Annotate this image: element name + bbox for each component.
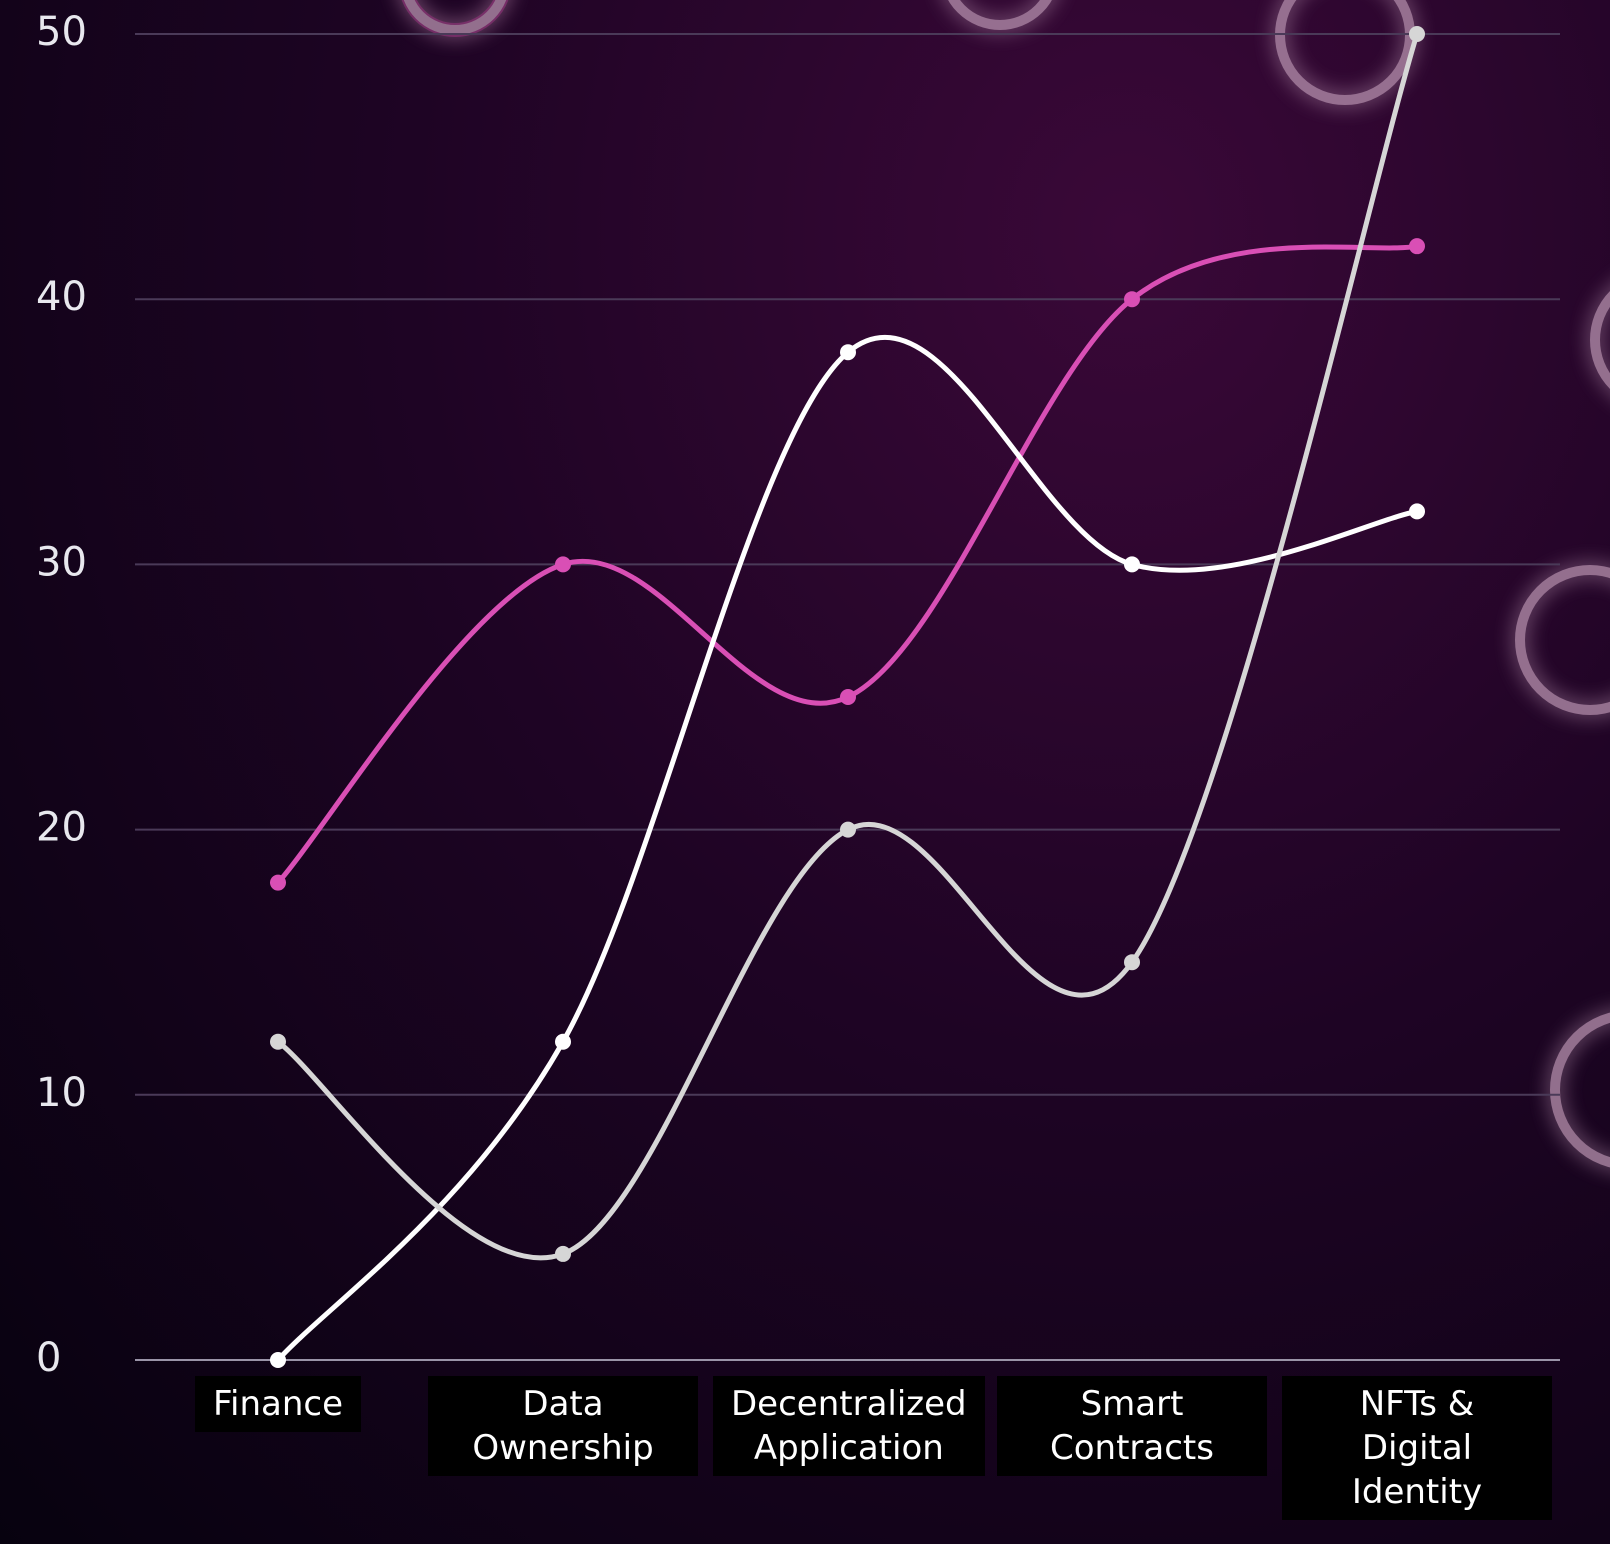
y-tick-label: 20 xyxy=(36,805,87,851)
x-tick-label: Decentralized Application xyxy=(713,1376,985,1476)
x-tick-label: Smart Contracts xyxy=(997,1376,1267,1476)
x-tick-label: Finance xyxy=(194,1376,362,1432)
data-point xyxy=(840,821,856,838)
grid: 0 10 20 30 40 50 xyxy=(36,9,1560,1381)
x-tick-label-box: NFTs & Digital Identity xyxy=(1282,1376,1552,1520)
x-tick-label-box: Finance xyxy=(143,1376,413,1432)
data-point xyxy=(270,1352,286,1368)
decoration xyxy=(401,0,1610,1168)
y-tick-label: 50 xyxy=(36,9,87,55)
y-tick-label: 40 xyxy=(36,274,87,320)
series-group xyxy=(270,26,1425,1368)
data-point xyxy=(1124,556,1140,573)
data-point xyxy=(270,874,286,891)
data-point xyxy=(555,1245,571,1262)
data-point xyxy=(1124,291,1140,308)
x-tick-label-box: Data Ownership xyxy=(428,1376,698,1476)
data-point xyxy=(555,556,571,573)
y-tick-label: 10 xyxy=(36,1070,87,1116)
series-line xyxy=(276,33,1420,1261)
data-point xyxy=(1124,954,1140,971)
data-point xyxy=(555,1033,571,1050)
x-tick-label: Data Ownership xyxy=(428,1376,698,1476)
x-tick-label: NFTs & Digital Identity xyxy=(1282,1376,1552,1520)
data-point xyxy=(840,344,856,361)
x-tick-label-box: Decentralized Application xyxy=(713,1376,985,1476)
data-point xyxy=(1409,238,1425,255)
data-point xyxy=(1409,26,1425,42)
y-tick-label: 0 xyxy=(36,1335,61,1381)
series-line xyxy=(276,334,1418,1362)
y-tick-label: 30 xyxy=(36,539,87,585)
data-point xyxy=(840,689,856,705)
data-point xyxy=(270,1033,286,1050)
x-tick-label-box: Smart Contracts xyxy=(997,1376,1267,1476)
data-point xyxy=(1409,503,1425,520)
